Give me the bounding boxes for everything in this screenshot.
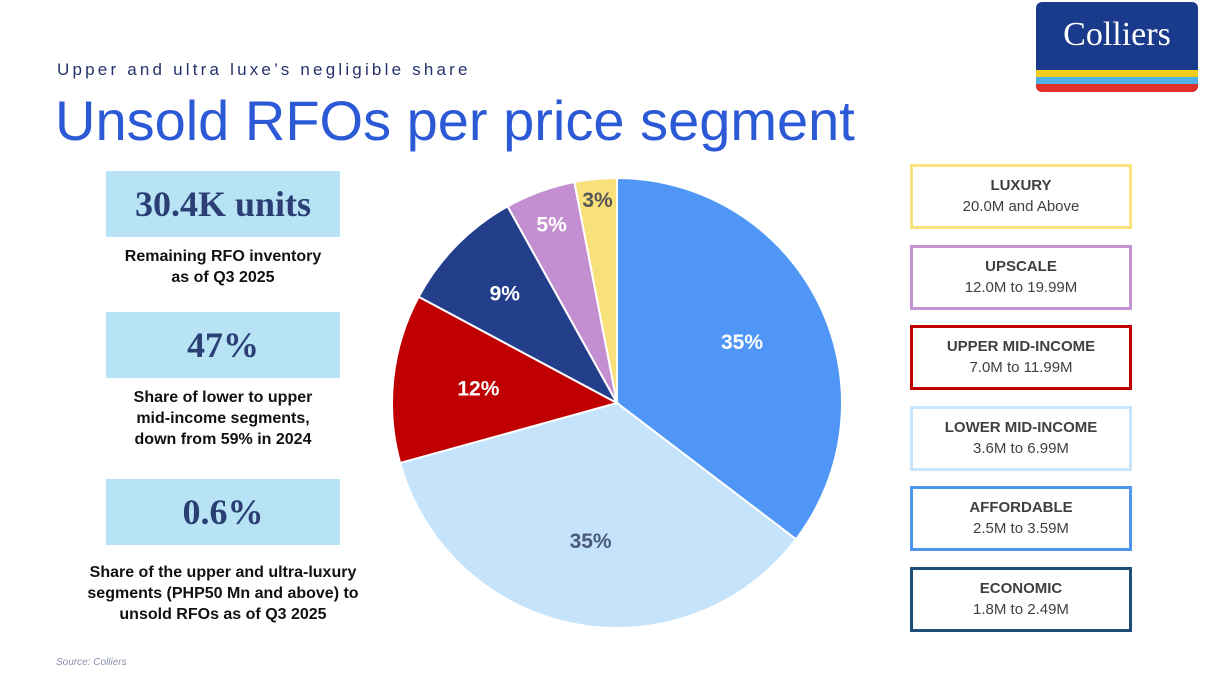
legend-range: 1.8M to 2.49M bbox=[973, 600, 1069, 618]
legend-item-lower-mid-income: LOWER MID-INCOME 3.6M to 6.99M bbox=[910, 405, 1132, 471]
stat-share-mid: 47% bbox=[106, 312, 340, 378]
legend-item-upper-mid-income: UPPER MID-INCOME 7.0M to 11.99M bbox=[910, 325, 1132, 390]
legend-name: AFFORDABLE bbox=[969, 499, 1073, 516]
pie-slice-5 bbox=[573, 176, 618, 404]
pie-slice-3 bbox=[417, 205, 620, 406]
pie-slice-2 bbox=[391, 295, 620, 465]
legend-range: 12.0M to 19.99M bbox=[964, 278, 1078, 296]
stat-share-luxury-caption: Share of the upper and ultra-luxury segm… bbox=[87, 564, 359, 623]
stat-units: 30.4K units bbox=[106, 171, 340, 237]
source-note: Source: Colliers bbox=[56, 657, 127, 668]
colliers-logo: Colliers bbox=[1036, 2, 1198, 92]
pie-label-3: 9% bbox=[490, 283, 521, 306]
pie-slice-0 bbox=[616, 176, 843, 541]
pie-slice-1 bbox=[398, 401, 798, 629]
stat-share-mid-caption: Share of lower to upper mid-income segme… bbox=[133, 389, 313, 448]
stat-units-caption: Remaining RFO inventory as of Q3 2025 bbox=[124, 248, 322, 286]
legend-name: ECONOMIC bbox=[979, 579, 1063, 597]
legend-item-upscale: UPSCALE 12.0M to 19.99M bbox=[910, 244, 1132, 310]
legend-range: 3.6M to 6.99M bbox=[973, 439, 1069, 457]
legend-name: LOWER MID-INCOME bbox=[944, 418, 1098, 436]
legend-name: UPPER MID-INCOME bbox=[946, 338, 1096, 355]
pie-label-0: 35% bbox=[721, 331, 763, 354]
legend-range: 2.5M to 3.59M bbox=[973, 520, 1069, 537]
pie-label-4: 5% bbox=[536, 213, 567, 236]
pie-label-2: 12% bbox=[457, 378, 499, 401]
legend-item-economic: ECONOMIC 1.8M to 2.49M bbox=[910, 566, 1132, 632]
legend-item-luxury: LUXURY 20.0M and Above bbox=[910, 164, 1132, 229]
legend-name: UPSCALE bbox=[985, 257, 1057, 275]
stat-share-luxury: 0.6% bbox=[106, 479, 340, 545]
legend-name: LUXURY bbox=[990, 177, 1052, 194]
slide-subtitle: Upper and ultra luxe’s negligible share bbox=[57, 60, 471, 79]
legend-item-affordable: AFFORDABLE 2.5M to 3.59M bbox=[910, 486, 1132, 551]
logo-text: Colliers bbox=[1063, 16, 1171, 53]
legend-range: 20.0M and Above bbox=[962, 198, 1080, 215]
slide-title: Unsold RFOs per price segment bbox=[55, 89, 855, 152]
legend-range: 7.0M to 11.99M bbox=[969, 359, 1073, 376]
pie-label-5: 3% bbox=[582, 189, 613, 212]
pie-label-1: 35% bbox=[570, 530, 612, 553]
